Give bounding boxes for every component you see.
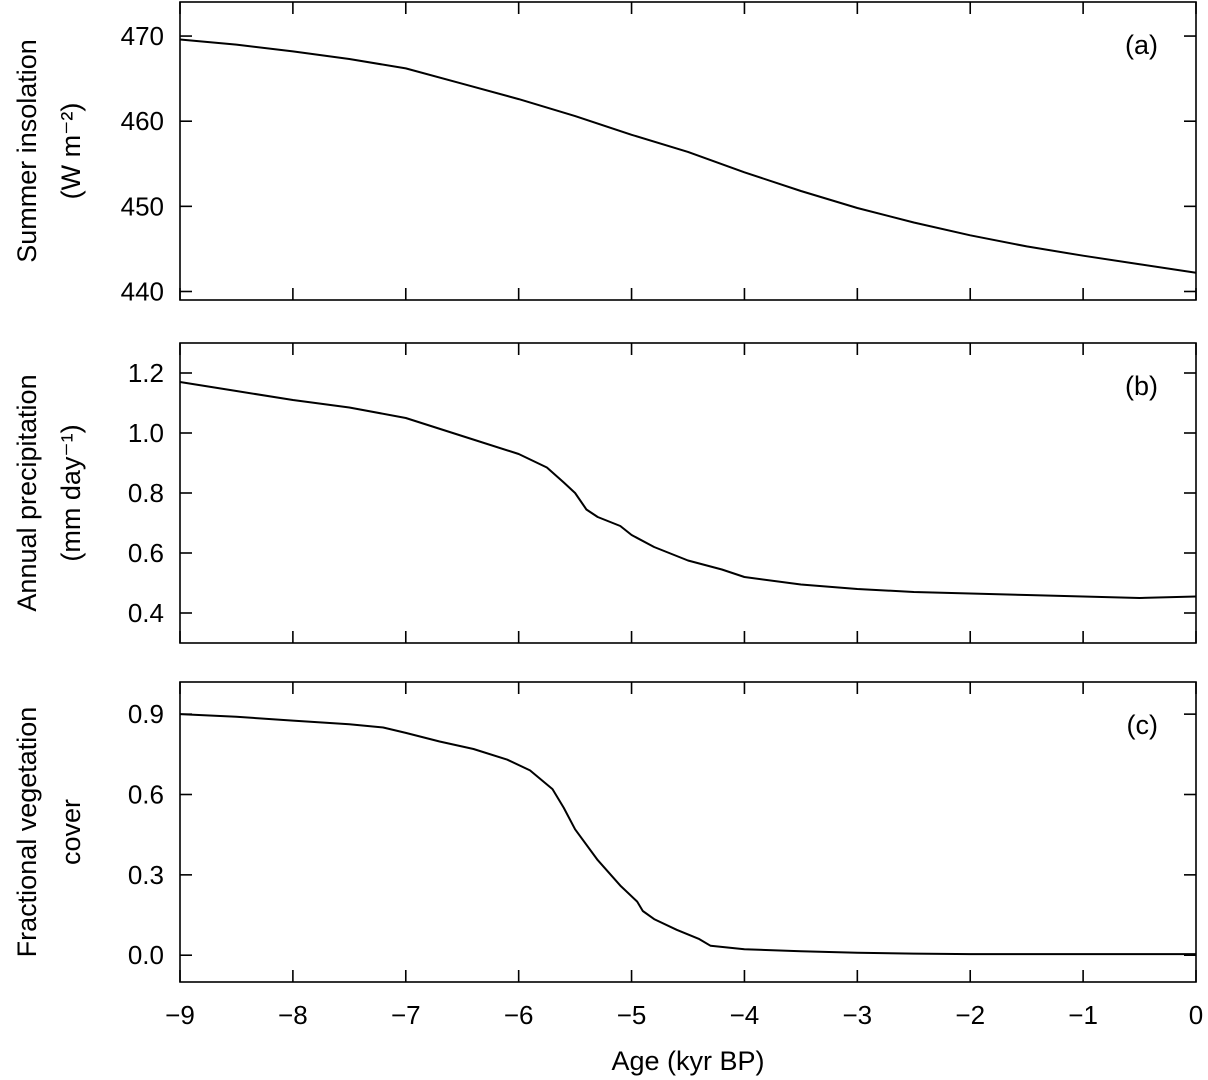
y-tick-label: 0.6 [128,538,164,568]
y-tick-label: 0.9 [128,699,164,729]
x-tick-label: −6 [504,1000,534,1030]
series-line [179,713,1196,956]
panel-label: (c) [1127,710,1158,740]
y-axis-title: cover [56,799,86,865]
y-axis-title: Summer insolation [12,39,42,263]
x-tick-label: −2 [955,1000,985,1030]
series-line [179,381,1197,599]
x-tick-label: −8 [278,1000,308,1030]
y-axis-title: Fractional vegetation [12,707,42,958]
y-axis-title: Annual precipitation [12,374,42,611]
y-tick-label: 0.8 [128,478,164,508]
y-tick-label: 0.0 [128,940,164,970]
x-tick-label: −4 [730,1000,760,1030]
y-tick-label: 450 [121,191,164,221]
x-tick-label: −5 [617,1000,647,1030]
x-axis-title: Age (kyr BP) [611,1046,764,1076]
y-tick-label: 0.3 [128,860,164,890]
panel-label: (a) [1125,30,1158,60]
panel-label: (b) [1125,371,1158,401]
series-line [179,38,1197,274]
y-tick-label: 1.2 [128,358,164,388]
y-axis-title: (W m⁻²) [56,103,86,200]
plot-frame [179,342,1197,644]
x-tick-label: 0 [1189,1000,1203,1030]
x-tick-label: −7 [391,1000,421,1030]
x-tick-label: −9 [165,1000,195,1030]
y-tick-label: 1.0 [128,418,164,448]
y-tick-label: 0.4 [128,598,164,628]
x-tick-label: −3 [843,1000,873,1030]
y-tick-label: 460 [121,106,164,136]
y-tick-label: 470 [121,21,164,51]
plot-frame [179,681,1197,983]
x-tick-label: −1 [1068,1000,1098,1030]
plot-frame [179,1,1197,301]
y-axis-title: (mm day⁻¹) [56,424,86,561]
y-tick-label: 0.6 [128,780,164,810]
y-tick-label: 440 [121,276,164,306]
